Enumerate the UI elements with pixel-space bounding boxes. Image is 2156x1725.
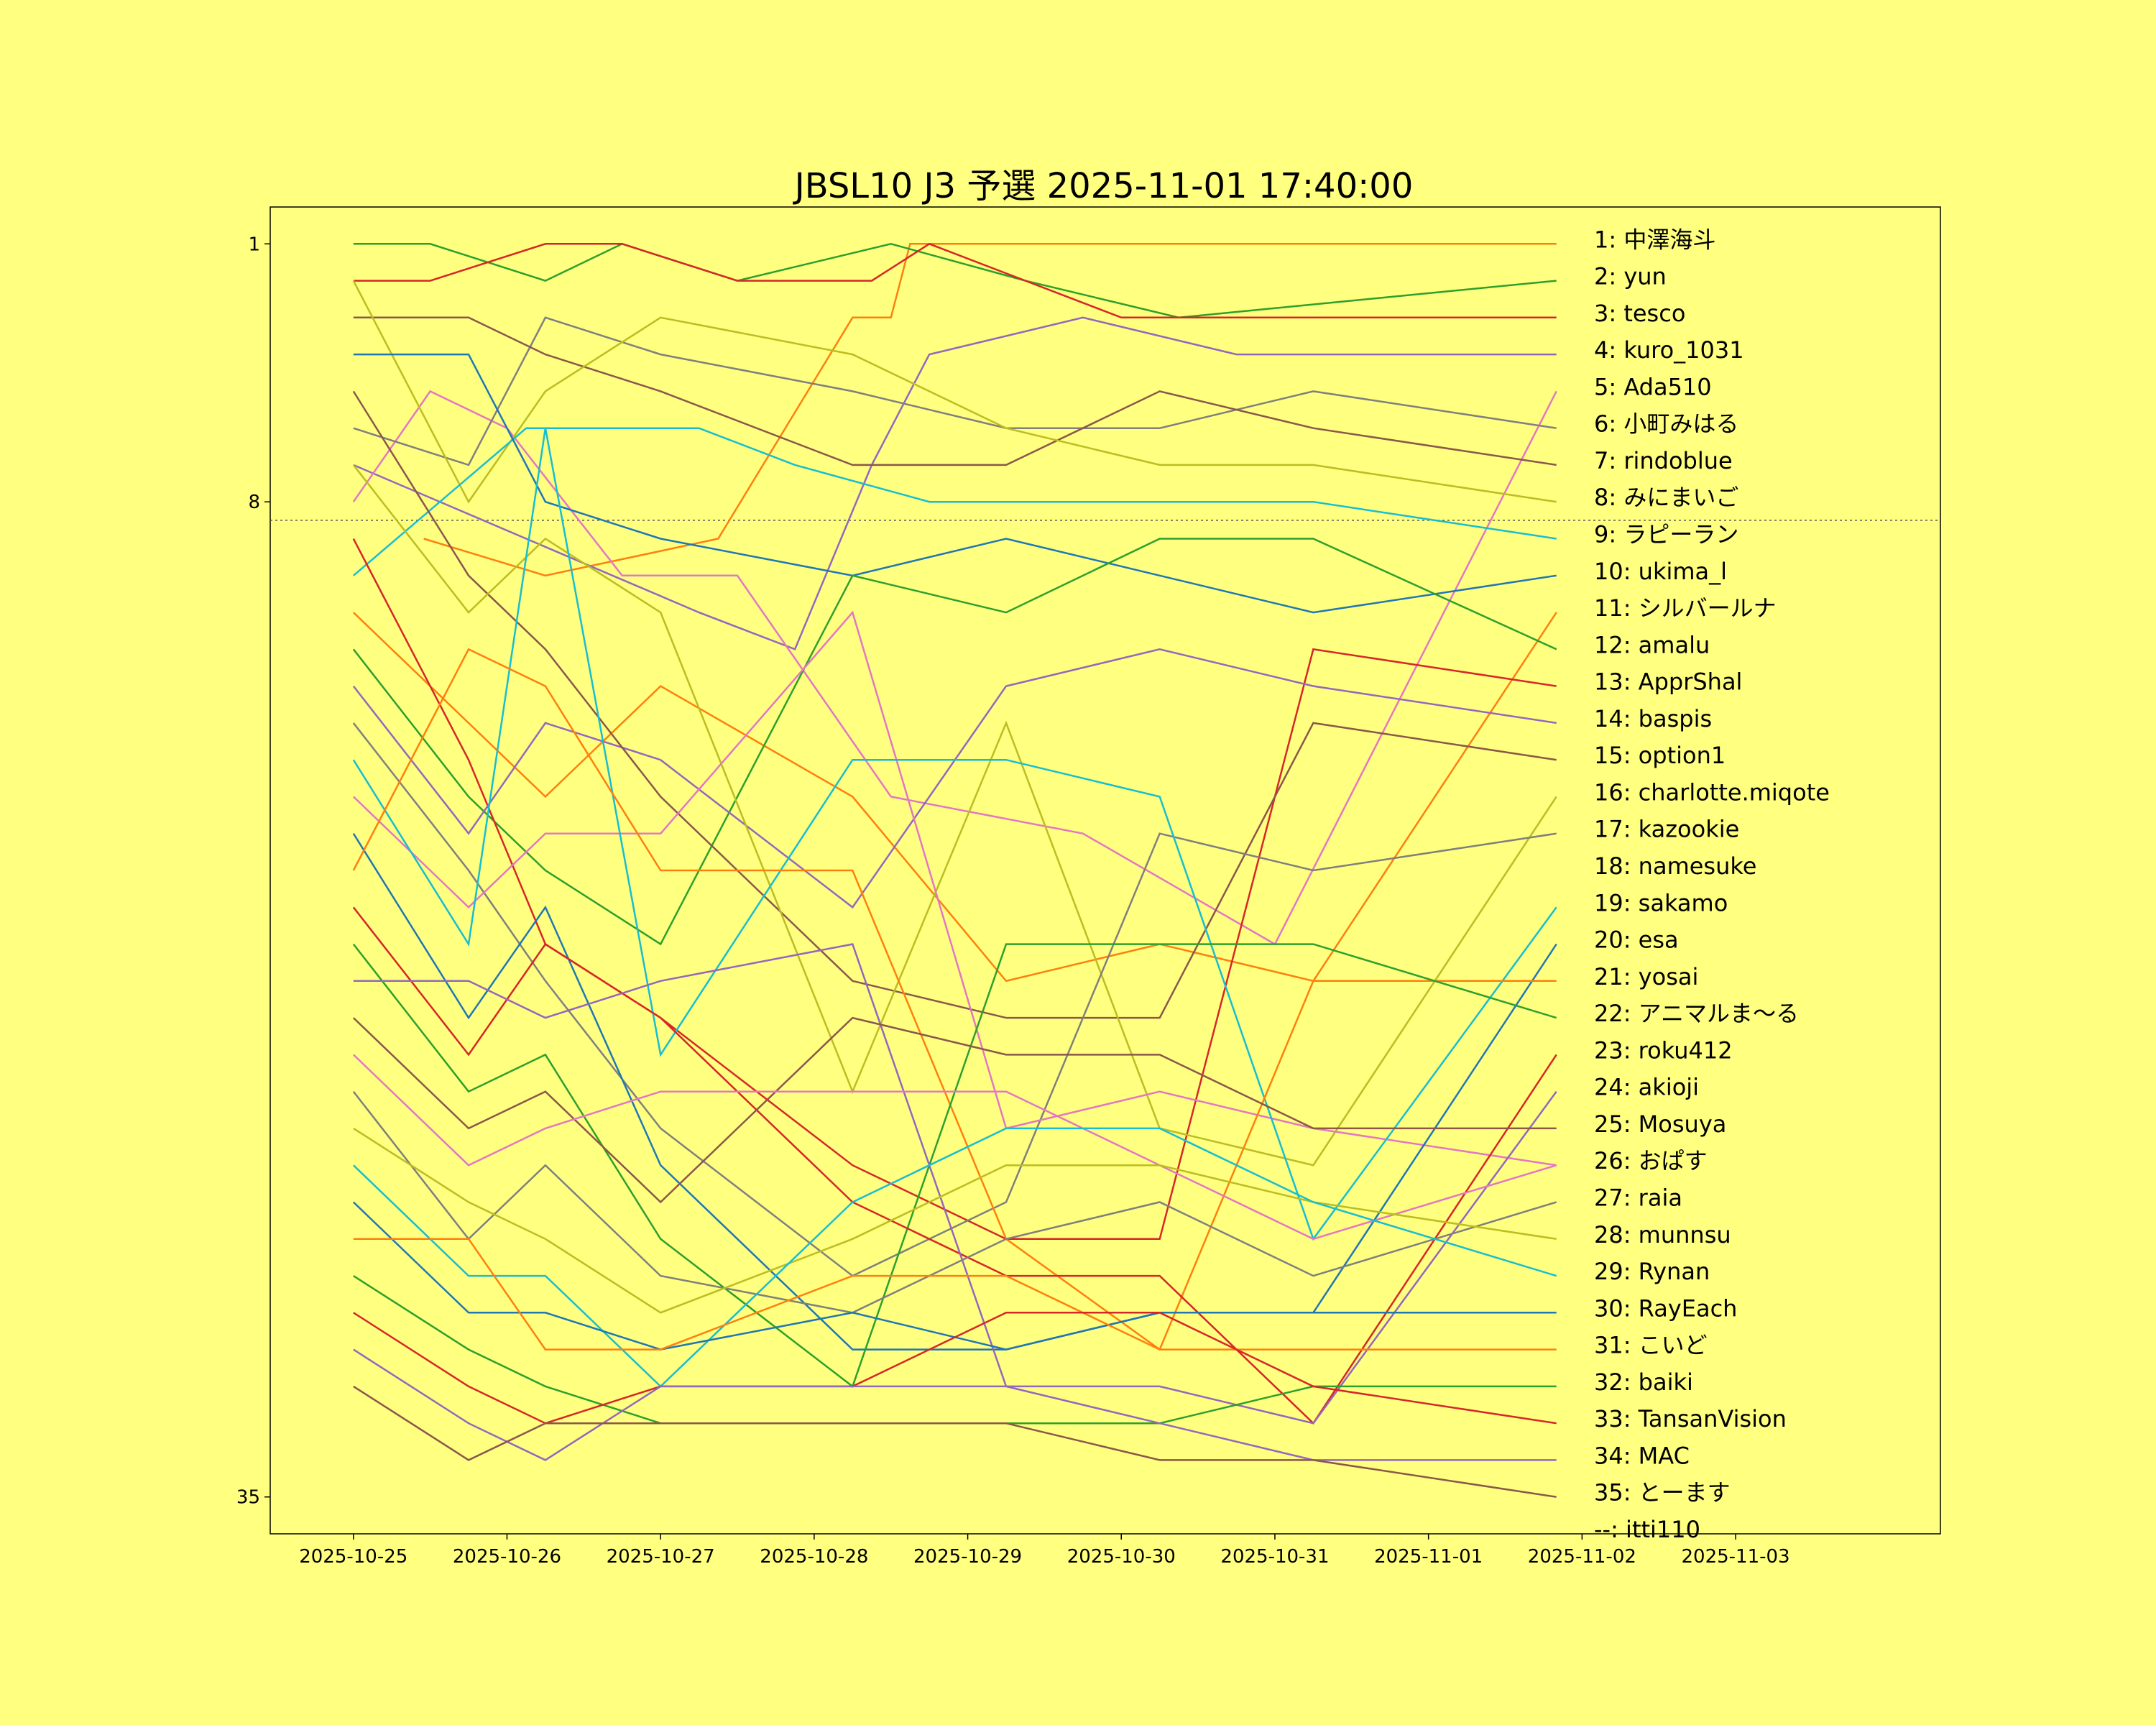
series-line-27 [352,1090,1557,1314]
legend-label: 32: baiki [1594,1368,1693,1396]
x-tick-label: 2025-10-27 [607,1546,715,1568]
x-tick-label: 2025-10-28 [760,1546,868,1568]
x-tick-label: 2025-10-31 [1220,1546,1329,1568]
series-line-30 [352,1201,1557,1351]
legend-label: 18: namesuke [1594,852,1756,880]
legend-label: 14: baspis [1594,705,1712,732]
series-line-31 [353,1238,1557,1351]
series-line-22 [352,943,1557,1388]
y-tick-label: 35 [236,1487,260,1509]
legend-label: 19: sakamo [1594,889,1728,916]
series-line-25 [352,1016,1557,1204]
legend-label: 20: esa [1594,926,1679,954]
legend-label: 34: MAC [1594,1442,1690,1469]
legend-label: 9: ラピーラン [1594,521,1738,548]
legend-label: 35: とーます [1594,1479,1731,1506]
legend-label: 31: こいど [1594,1332,1708,1359]
legend-label: 17: kazookie [1594,816,1739,843]
y-tick-label: 8 [248,492,260,513]
y-tick-label: 1 [248,234,260,255]
series-line-11 [352,612,1557,983]
series-line-3 [353,242,1557,319]
legend-label: 7: rindoblue [1594,447,1733,474]
series-line-5 [352,390,1557,946]
legend-label: --: itti110 [1594,1516,1700,1543]
legend-label: 12: amalu [1594,631,1710,658]
legend-label: 13: ApprShal [1594,668,1742,696]
plot-area [270,206,1941,1535]
x-tick-label: 2025-11-02 [1528,1546,1636,1568]
series-line-18 [352,610,1557,1167]
series-line-6 [353,316,1557,466]
legend-label: 24: akioji [1594,1074,1699,1101]
series-line-9 [352,427,1557,576]
series-line-12 [352,538,1557,946]
series-line-7 [353,316,1557,466]
series-line-8 [352,280,1557,504]
series-line-34 [353,1348,1557,1461]
legend-label: 15: option1 [1594,742,1726,769]
series-line-2 [353,242,1557,319]
series-line-13 [352,538,1557,1241]
legend-label: 1: 中澤海斗 [1594,226,1715,253]
legend-label: 16: charlotte.miqote [1594,778,1830,806]
legend-label: 26: おぱす [1594,1147,1708,1174]
legend-label: 5: Ada510 [1594,373,1712,400]
series-line-19 [352,428,1557,1241]
x-tick-label: 2025-10-30 [1067,1546,1176,1568]
legend-label: 3: tesco [1594,300,1685,327]
x-tick-label: 2025-10-29 [913,1546,1022,1568]
legend-label: 21: yosai [1594,963,1698,990]
x-tick-label: 2025-11-03 [1682,1546,1790,1568]
series-line-28 [353,1127,1557,1314]
legend-label: 28: munnsu [1594,1221,1731,1248]
series-line-26 [352,1054,1557,1241]
legend-label: 6: 小町みはる [1594,410,1738,438]
legend-label: 30: RayEach [1594,1294,1737,1322]
series-line-17 [352,722,1557,1277]
legend-label: 2: yun [1594,263,1667,290]
legend-label: 4: kuro_1031 [1594,336,1744,364]
legend-label: 27: raia [1594,1184,1682,1212]
series-line-24 [353,943,1557,1425]
legend-label: 11: シルバールナ [1594,594,1777,622]
chart-title: JBSL10 J3 予選 2025-11-01 17:40:00 [793,166,1414,206]
legend-label: 29: Rynan [1594,1258,1710,1285]
series-line-15 [352,390,1557,1019]
legend-label: 8: みにまいご [1594,484,1738,511]
legend-label: 23: roku412 [1594,1036,1733,1064]
legend-label: 22: アニマルま〜る [1594,1000,1799,1027]
series-line-23 [352,906,1557,1425]
series-line-1 [423,243,1557,577]
legend-label: 33: TansanVision [1594,1405,1787,1432]
series-line-10 [353,353,1557,614]
x-tick-label: 2025-10-26 [453,1546,561,1568]
x-tick-label: 2025-11-01 [1374,1546,1483,1568]
legend-label: 10: ukima_l [1594,558,1727,585]
x-tick-label: 2025-10-25 [299,1546,407,1568]
series-line-21 [352,648,1557,1351]
series-line-35 [353,1385,1557,1498]
legend-label: 25: Mosuya [1594,1110,1726,1138]
series-line-14 [352,648,1557,909]
